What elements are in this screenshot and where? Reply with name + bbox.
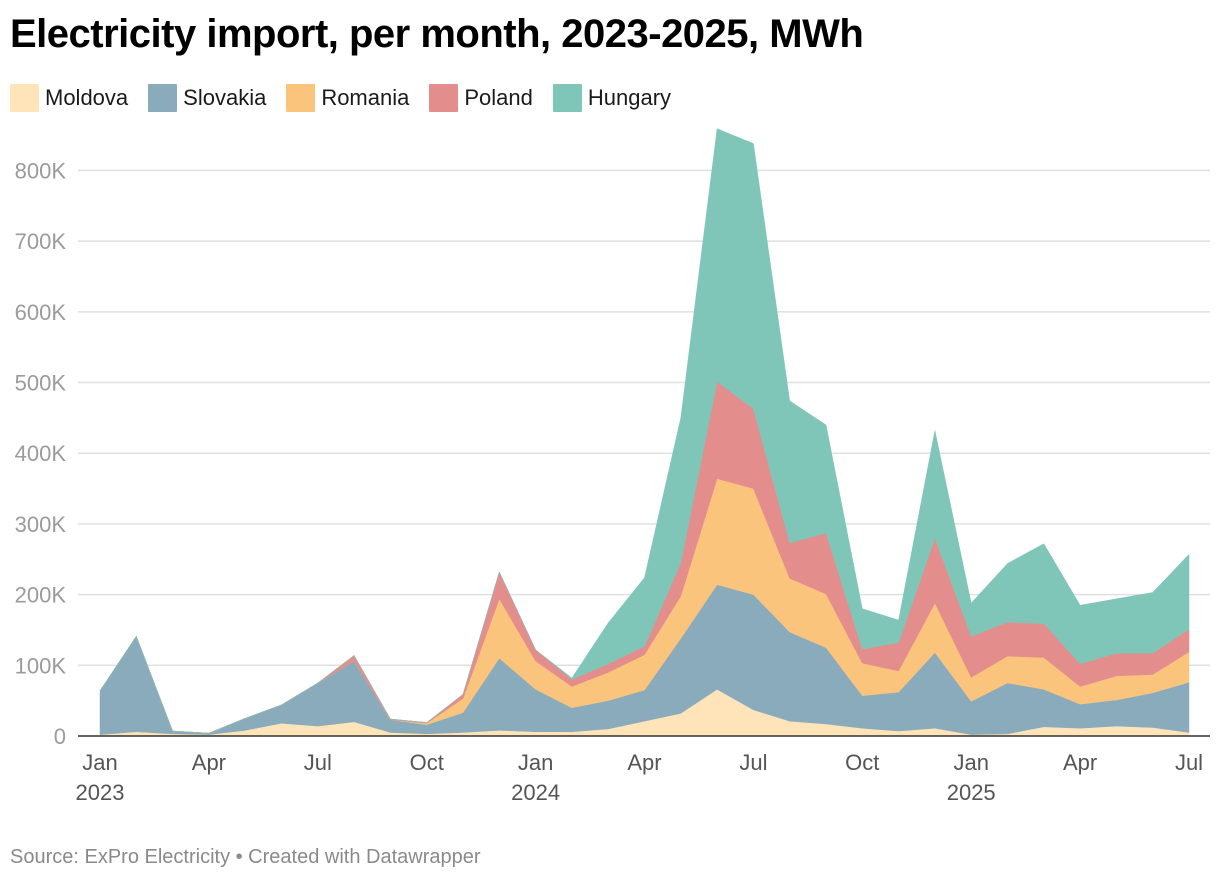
legend-item-poland: Poland (429, 84, 533, 112)
y-tick-label: 800K (15, 158, 67, 183)
legend-label: Romania (321, 85, 410, 110)
y-tick-label: 200K (15, 583, 67, 608)
x-tick-label: Jul (739, 750, 767, 775)
legend-swatch (429, 84, 459, 112)
y-tick-label: 300K (15, 512, 67, 537)
legend-item-romania: Romania (286, 84, 409, 112)
legend-label: Poland (464, 85, 533, 110)
x-tick-label: Apr (192, 750, 226, 775)
x-tick-label: Apr (627, 750, 661, 775)
y-tick-label: 100K (15, 653, 67, 678)
legend-item-hungary: Hungary (552, 84, 672, 112)
x-tick-year-label: 2023 (76, 780, 125, 805)
source-note: Source: ExPro Electricity • Created with… (10, 846, 481, 868)
area-hungary (99, 128, 1190, 734)
legend-label: Moldova (45, 85, 129, 110)
y-axis: 0 100K 200K 300K 400K 500K 600K 700K 800K (15, 158, 67, 749)
x-axis: Jan 2023 Apr Jul Oct Jan 2024 Apr Jul Oct Jan 2025 A… (76, 750, 1204, 805)
legend: Moldova Slovakia Romania Poland Hungary (10, 84, 691, 112)
legend-swatch (286, 84, 316, 112)
x-tick-label: Jul (1175, 750, 1203, 775)
y-tick-label: 400K (15, 441, 67, 466)
x-tick-label: Jan (518, 750, 553, 775)
x-tick-year-label: 2025 (947, 780, 996, 805)
chart-title: Electricity import, per month, 2023-2025… (10, 12, 864, 56)
legend-swatch (552, 84, 582, 112)
legend-label: Slovakia (183, 85, 267, 110)
legend-item-moldova: Moldova (10, 84, 128, 112)
x-tick-label: Oct (410, 750, 444, 775)
y-tick-label: 600K (15, 300, 67, 325)
legend-swatch (10, 84, 39, 112)
y-tick-label: 0 (54, 724, 66, 749)
x-tick-label: Apr (1063, 750, 1097, 775)
legend-swatch (148, 84, 178, 112)
x-tick-label: Jul (304, 750, 332, 775)
x-tick-year-label: 2024 (511, 780, 560, 805)
y-tick-label: 500K (15, 371, 67, 396)
areas (99, 128, 1190, 737)
x-tick-label: Oct (845, 750, 879, 775)
x-tick-label: Jan (953, 750, 988, 775)
legend-label: Hungary (587, 85, 672, 110)
y-tick-label: 700K (15, 229, 67, 254)
x-tick-label: Jan (82, 750, 117, 775)
legend-item-slovakia: Slovakia (148, 84, 266, 112)
